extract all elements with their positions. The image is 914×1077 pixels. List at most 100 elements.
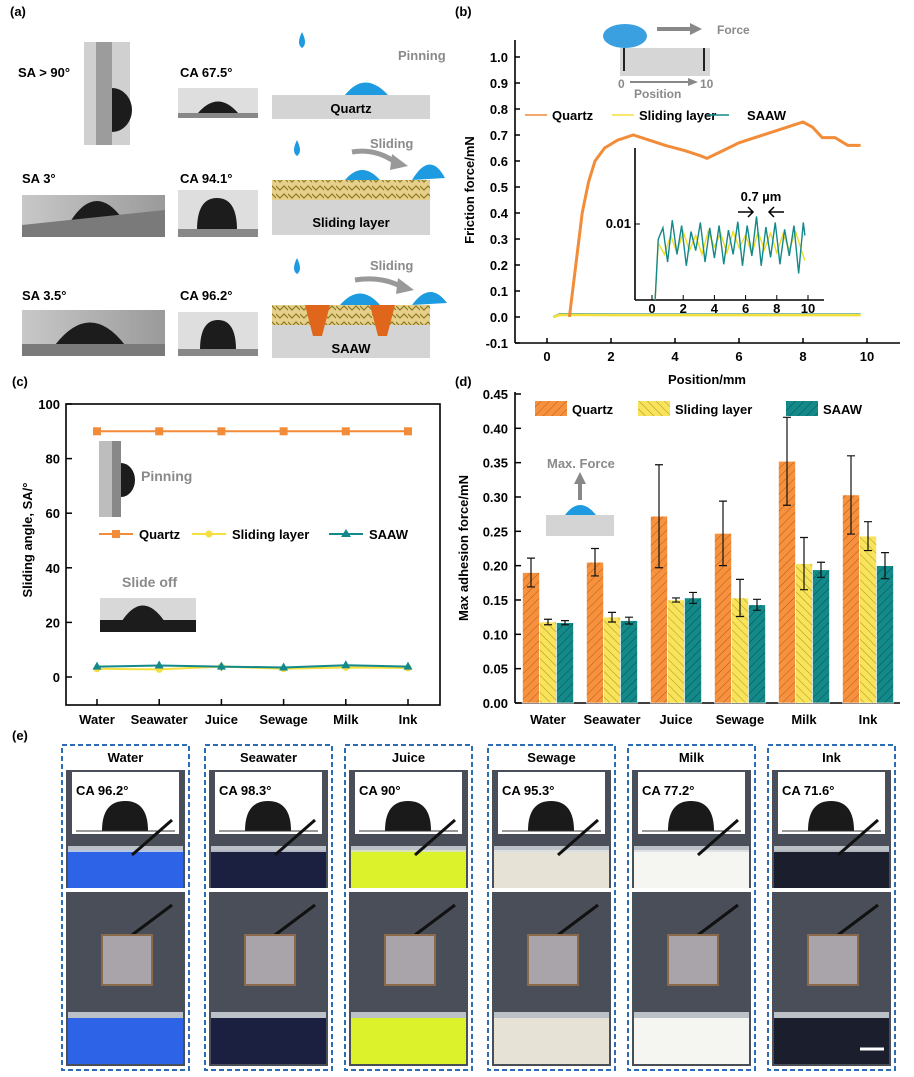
y-tick-label: 0.20 <box>483 559 508 574</box>
sa-label-saaw: SA 3.5° <box>22 288 66 303</box>
y-tick-label: 0.25 <box>483 524 508 539</box>
legend-label-sliding-layer: Sliding layer <box>675 402 752 417</box>
panel-c: (c) Pinning Slide off 0 20 40 60 80 100 Water S… <box>12 374 441 727</box>
sample-square <box>384 934 436 986</box>
beaker-rim <box>774 846 889 852</box>
y-tick-label: 80 <box>46 452 60 467</box>
ca-label-ink: CA 71.6° <box>782 783 834 798</box>
y-tick-label: 0.15 <box>483 593 508 608</box>
y-tick-label: 0.10 <box>483 627 508 642</box>
bar-saaw <box>812 569 830 704</box>
error-bar <box>591 547 599 577</box>
bar-saaw <box>556 622 574 704</box>
sample-square <box>667 934 719 986</box>
card-title-sewage: Sewage <box>527 750 575 765</box>
droplet-image <box>245 801 291 831</box>
legend-swatch-quartz <box>535 401 567 416</box>
substrate-label-sliding: Sliding layer <box>312 215 389 230</box>
liquid-beaker-bottom <box>211 1018 326 1064</box>
x-tick-label: Ink <box>859 712 879 727</box>
inset-series-saaw <box>654 216 806 301</box>
y-tick-label: 0.30 <box>483 490 508 505</box>
legend-marker <box>112 530 120 538</box>
annotation-slide-off: Slide off <box>122 574 178 590</box>
y-tick-label: 0.5 <box>490 180 508 195</box>
position-start-label: 0 <box>618 77 625 91</box>
photo-card-juice: Juice CA 90° <box>344 744 473 1071</box>
inset-x-tick-label: 8 <box>773 301 780 316</box>
photo-card-ink: Ink CA 71.6° <box>767 744 896 1071</box>
liquid-beaker-top <box>774 850 889 888</box>
panel-e: (e) Water CA 96.2° Seawater CA 98.3° Juice CA… <box>12 728 896 1071</box>
state-label-pinning: Pinning <box>398 48 446 63</box>
liquid-beaker-top <box>211 850 326 888</box>
error-bar <box>719 500 727 567</box>
schematic-quartz: Quartz Pinning <box>272 32 446 119</box>
photo-sa-sliding <box>22 195 165 237</box>
substrate-label-saaw: SAAW <box>332 341 372 356</box>
schematic-sliding-layer: Sliding Sliding layer <box>272 136 445 235</box>
error-bar <box>544 618 552 626</box>
photo-ca-saaw <box>178 312 258 356</box>
y-tick-label: 0.4 <box>490 206 509 221</box>
legend-label-sliding-layer: Sliding layer <box>232 527 309 542</box>
droplet-image <box>528 801 574 831</box>
photo-card-water: Water CA 96.2° <box>61 744 190 1071</box>
photo-card-milk: Milk CA 77.2° <box>627 744 756 1071</box>
y-tick-label: 1.0 <box>490 50 508 65</box>
bar-sliding-layer <box>603 616 621 704</box>
x-tick-label: 2 <box>607 349 614 364</box>
x-tick-label: Milk <box>791 712 817 727</box>
beaker-rim <box>211 846 326 852</box>
legend-label-quartz: Quartz <box>572 402 614 417</box>
y-tick-label: 0.3 <box>490 232 508 247</box>
tweezers-icon <box>274 903 316 937</box>
legend-label-saaw: SAAW <box>747 108 787 123</box>
ca-label-water: CA 96.2° <box>76 783 128 798</box>
error-bar <box>881 552 889 580</box>
beaker-rim <box>211 1012 326 1018</box>
data-point-quartz <box>279 427 288 436</box>
error-bar <box>864 521 872 552</box>
error-bar <box>672 597 680 603</box>
panel-a: (a) SA > 90° CA 67.5° Quartz Pinning SA … <box>10 4 447 358</box>
y-tick-label: 0.1 <box>490 284 508 299</box>
inset-x-tick-label: 6 <box>742 301 749 316</box>
data-point-quartz <box>404 427 412 436</box>
beaker-rim <box>494 846 609 852</box>
y-tick-label: 0.35 <box>483 456 508 471</box>
falling-drop-icon <box>299 32 305 48</box>
droplet-image <box>102 801 148 831</box>
y-tick-label: 0.6 <box>490 154 508 169</box>
y-tick-label: 0.40 <box>483 421 508 436</box>
inset-annotation: 0.7 µm <box>741 189 782 204</box>
y-tick-label: -0.1 <box>486 336 508 351</box>
x-tick-label: Ink <box>399 712 419 727</box>
inset-x-tick-label: 0 <box>648 301 655 316</box>
inset-y-tick-label: 0.01 <box>606 216 631 231</box>
bar-saaw <box>684 597 702 704</box>
beaker-rim <box>494 1012 609 1018</box>
error-bar <box>753 598 761 611</box>
panel-label-a: (a) <box>10 4 26 19</box>
bar-sliding-layer <box>859 535 877 704</box>
position-end-label: 10 <box>700 77 714 91</box>
sa-label-quartz: SA > 90° <box>18 65 70 80</box>
beaker-rim <box>351 846 466 852</box>
y-tick-label: 20 <box>46 615 60 630</box>
ca-label-saaw: CA 96.2° <box>180 288 232 303</box>
inset-x-tick-label: 4 <box>711 301 719 316</box>
data-point-saaw <box>403 661 413 670</box>
liquid-beaker-top <box>494 850 609 888</box>
tweezers-icon <box>697 903 739 937</box>
bar-saaw <box>876 565 894 704</box>
liquid-beaker-bottom <box>68 1018 183 1064</box>
data-point-saaw <box>216 661 226 670</box>
beaker-rim <box>68 1012 183 1018</box>
x-tick-label: Seawater <box>583 712 640 727</box>
x-tick-label: 10 <box>860 349 874 364</box>
droplet-image <box>668 801 714 831</box>
panel-b: (b) Force 0 10 Position -0.1 0.0 0.1 0.2 0.3… <box>455 4 900 387</box>
error-bar <box>689 591 697 605</box>
ca-label-sewage: CA 95.3° <box>502 783 554 798</box>
